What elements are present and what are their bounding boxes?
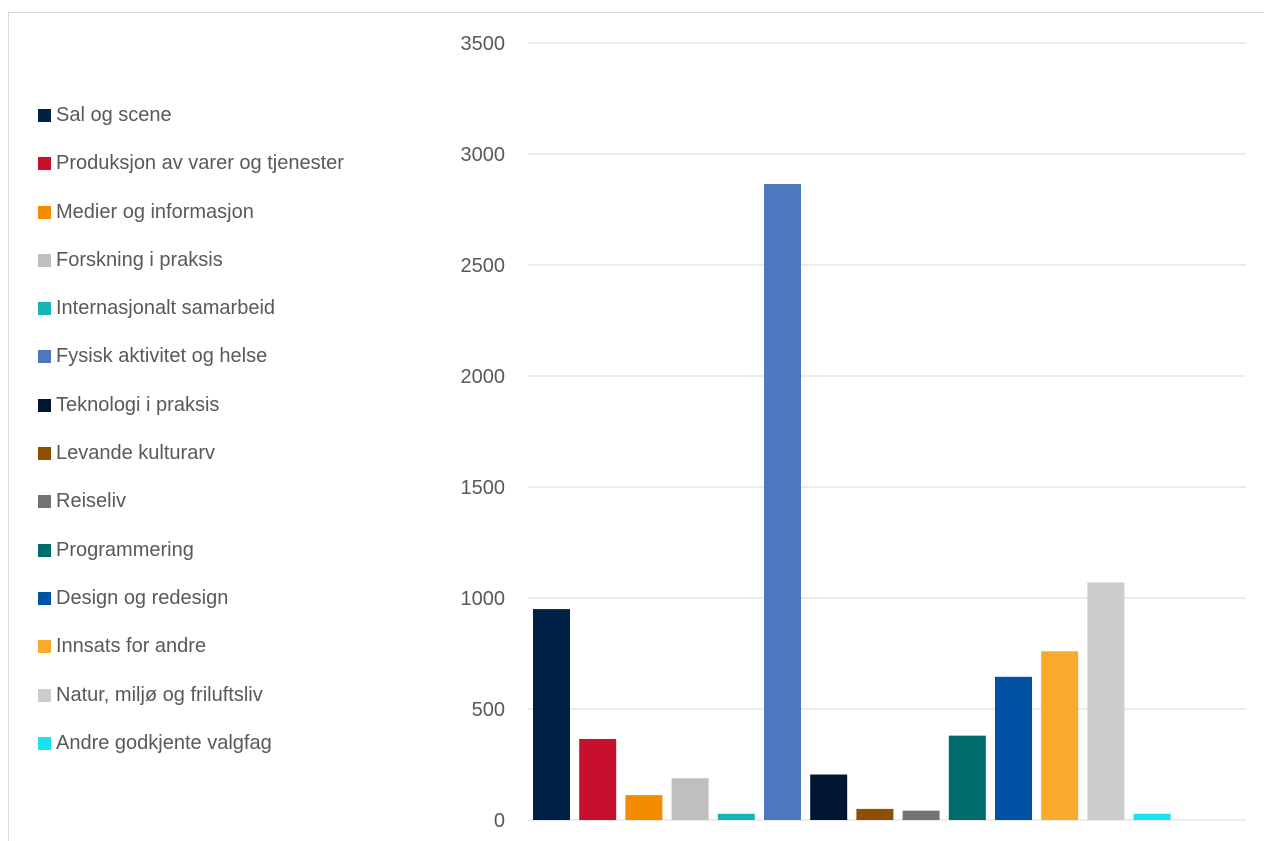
legend-swatch bbox=[38, 640, 51, 654]
legend-item: Programmering bbox=[38, 536, 344, 584]
legend-item: Medier og informasjon bbox=[38, 198, 344, 246]
legend-swatch bbox=[38, 253, 51, 267]
bar-teknologi-i-praksis bbox=[810, 774, 848, 820]
legend-item: Natur, miljø og friluftsliv bbox=[38, 681, 344, 729]
y-tick-label: 2500 bbox=[461, 255, 506, 277]
legend-label: Programmering bbox=[56, 538, 194, 561]
legend-swatch bbox=[38, 302, 51, 316]
legend-label: Levande kulturarv bbox=[56, 442, 215, 465]
bar-levande-kulturarv bbox=[856, 808, 894, 820]
legend-item: Internasjonalt samarbeid bbox=[38, 294, 344, 342]
y-tick-label: 3000 bbox=[461, 144, 506, 166]
legend-label: Andre godkjente valgfag bbox=[56, 731, 272, 754]
legend-swatch bbox=[38, 736, 51, 750]
legend-label: Design og redesign bbox=[56, 586, 229, 609]
bar-forskning-i-praksis bbox=[671, 778, 709, 820]
bar-fysisk-aktivitet-og-helse bbox=[764, 183, 801, 821]
bar-andre-godkjente-valgfag bbox=[1133, 813, 1171, 820]
bar-programmering bbox=[948, 735, 986, 820]
bar-innsats-for-andre bbox=[1041, 651, 1079, 820]
bar-sal-og-scene bbox=[533, 609, 570, 820]
chart-area bbox=[8, 12, 1264, 841]
legend-label: Forskning i praksis bbox=[56, 248, 223, 271]
legend-label: Produksjon av varer og tjenester bbox=[56, 152, 344, 175]
y-tick-label: 500 bbox=[472, 699, 505, 721]
y-tick-label: 2000 bbox=[461, 366, 506, 388]
legend-swatch bbox=[38, 447, 51, 461]
y-tick-label: 0 bbox=[494, 810, 505, 832]
legend-swatch bbox=[38, 350, 51, 364]
legend-swatch bbox=[38, 688, 51, 702]
bar-natur-miljø-og-friluftsliv bbox=[1087, 582, 1125, 820]
legend-label: Innsats for andre bbox=[56, 635, 207, 658]
legend-item: Produksjon av varer og tjenester bbox=[38, 149, 344, 197]
y-tick-label: 1500 bbox=[461, 477, 506, 499]
legend-swatch bbox=[38, 543, 51, 557]
y-tick-label: 3500 bbox=[461, 33, 506, 55]
legend-label: Sal og scene bbox=[56, 104, 172, 126]
bar-produksjon-av-varer-og-tjenester bbox=[579, 738, 617, 820]
bar-medier-og-informasjon bbox=[625, 795, 663, 820]
legend-swatch bbox=[38, 109, 51, 122]
legend-item: Teknologi i praksis bbox=[38, 391, 344, 439]
legend-label: Teknologi i praksis bbox=[56, 393, 220, 416]
legend-swatch bbox=[38, 495, 51, 509]
bars bbox=[533, 183, 1171, 821]
legend-label: Reiseliv bbox=[56, 490, 127, 513]
legend-label: Fysisk aktivitet og helse bbox=[56, 345, 268, 368]
legend-item: Forskning i praksis bbox=[38, 246, 344, 294]
legend-swatch bbox=[38, 157, 51, 171]
legend-item: Design og redesign bbox=[38, 584, 344, 632]
legend-item: Sal og scene bbox=[38, 101, 344, 149]
legend-swatch bbox=[38, 591, 51, 605]
legend-item: Levande kulturarv bbox=[38, 439, 344, 487]
bar-design-og-redesign bbox=[995, 676, 1032, 820]
y-tick-label: 1000 bbox=[461, 588, 506, 610]
legend-label: Medier og informasjon bbox=[56, 200, 254, 223]
bar-internasjonalt-samarbeid bbox=[717, 813, 755, 820]
legend-item: Reiseliv bbox=[38, 487, 344, 535]
legend-label: Internasjonalt samarbeid bbox=[56, 297, 276, 320]
legend: Sal og scene Produksjon av varer og tjene… bbox=[38, 101, 344, 777]
legend-item: Fysisk aktivitet og helse bbox=[38, 342, 344, 390]
legend-swatch bbox=[38, 398, 51, 412]
legend-swatch bbox=[38, 205, 51, 219]
bar-reiseliv bbox=[902, 810, 940, 820]
legend-item: Innsats for andre bbox=[38, 632, 344, 680]
legend-label: Natur, miljø og friluftsliv bbox=[56, 683, 263, 706]
gridlines bbox=[528, 42, 1246, 821]
y-axis-ticks: 0 500 1000 1500 2000 2500 3000 3500 bbox=[461, 33, 506, 832]
legend-item: Andre godkjente valgfag bbox=[38, 729, 344, 777]
